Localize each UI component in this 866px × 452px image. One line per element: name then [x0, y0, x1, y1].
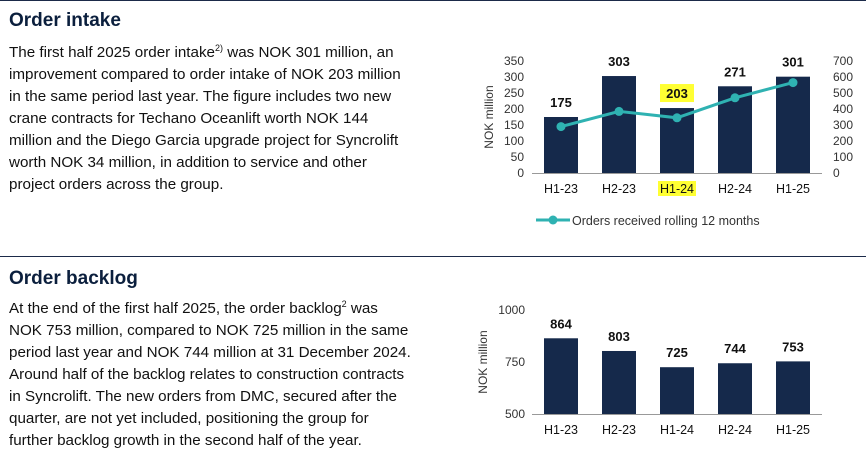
category-label: H2-24 [718, 182, 752, 196]
text-run: At the end of the first half 2025, the o… [9, 300, 342, 318]
y2-tick-label: 200 [833, 134, 853, 148]
legend-label: Orders received rolling 12 months [572, 214, 760, 228]
y-tick-label: 300 [504, 70, 524, 84]
text-run: worth NOK 34 million, in addition to ser… [9, 154, 367, 172]
text-run: in Syncrolift. The new orders from DMC, … [9, 388, 397, 406]
text-run: project orders across the group. [9, 176, 224, 194]
order-intake-paragraph-line: improvement compared to order intake of … [9, 64, 401, 86]
category-label: H1-25 [776, 423, 810, 437]
section-divider-rule [0, 256, 866, 257]
y-tick-label: 200 [504, 102, 524, 116]
category-label: H2-24 [718, 423, 752, 437]
line-point [788, 78, 798, 88]
text-run: was [346, 300, 378, 318]
footnote-marker: 2) [215, 43, 224, 53]
line-point [556, 122, 566, 132]
section-heading-order-intake: Order intake [9, 10, 121, 31]
text-run: period last year and NOK 744 million at … [9, 344, 411, 362]
y-tick-label: 0 [517, 166, 524, 180]
data-label: 725 [666, 345, 688, 360]
order-intake-paragraph-line: crane contracts for Techano Oceanlift wo… [9, 108, 401, 130]
text-run: in the same period last year. The figure… [9, 88, 392, 106]
order-backlog-paragraph: At the end of the first half 2025, the o… [9, 293, 411, 452]
text-run: million and the Diego Garcia upgrade pro… [9, 132, 399, 150]
text-run: was NOK 301 million, an [223, 44, 394, 62]
order-backlog-paragraph-line: Around half of the backlog relates to co… [9, 364, 411, 386]
text-run: The first half 2025 order intake [9, 44, 215, 62]
order-backlog-paragraph-line: in Syncrolift. The new orders from DMC, … [9, 386, 411, 408]
order-intake-paragraph: The first half 2025 order intake2) was N… [9, 37, 401, 196]
text-run: NOK 753 million, compared to NOK 725 mil… [9, 322, 409, 340]
text-run: further backlog growth in the second hal… [9, 432, 362, 450]
bar-h2-23 [602, 76, 636, 173]
order-intake-chart: NOK million 0 50 100 150 200 250 300 350 0 100 200 3… [482, 54, 853, 228]
data-label: 175 [550, 95, 572, 110]
line-point [730, 93, 740, 103]
data-label: 753 [782, 339, 804, 354]
y-tick-label: 350 [504, 54, 524, 68]
y-axis-title: NOK million [482, 85, 496, 148]
order-backlog-paragraph-line: NOK 753 million, compared to NOK 725 mil… [9, 320, 411, 342]
category-label: H1-25 [776, 182, 810, 196]
y-tick-label: 1000 [498, 303, 525, 317]
top-rule [0, 0, 866, 1]
bar-h2-24 [718, 363, 752, 414]
data-label: 864 [550, 316, 572, 331]
category-label-highlight [658, 181, 696, 196]
y2-tick-label: 500 [833, 86, 853, 100]
y2-tick-label: 400 [833, 102, 853, 116]
data-label: 303 [608, 54, 630, 69]
text-run: crane contracts for Techano Oceanlift wo… [9, 110, 369, 128]
y-tick-label: 50 [511, 150, 525, 164]
data-label-highlight [660, 84, 694, 103]
bar-h2-23 [602, 350, 636, 414]
order-backlog-paragraph-line: At the end of the first half 2025, the o… [9, 293, 411, 320]
text-run: Around half of the backlog relates to co… [9, 366, 405, 384]
y-tick-label: 750 [505, 355, 525, 369]
footnote-marker: 2 [341, 299, 347, 309]
order-intake-paragraph-line: The first half 2025 order intake2) was N… [9, 37, 401, 64]
y-tick-label: 150 [504, 118, 524, 132]
y2-tick-label: 0 [833, 166, 840, 180]
bar-h1-24 [660, 367, 694, 414]
y-tick-label: 500 [505, 407, 525, 421]
data-label: 301 [782, 55, 804, 70]
data-label: 744 [724, 341, 746, 356]
line-point [614, 106, 624, 116]
data-label: 271 [724, 64, 746, 79]
category-label: H1-24 [660, 182, 694, 196]
y2-tick-label: 100 [833, 150, 853, 164]
text-run: improvement compared to order intake of … [9, 66, 401, 84]
line-point [672, 113, 682, 123]
text-run: quarter, are not yet included, positioni… [9, 410, 369, 428]
y-tick-label: 100 [504, 134, 524, 148]
bar-h1-23 [544, 338, 578, 414]
order-backlog-paragraph-line: period last year and NOK 744 million at … [9, 342, 411, 364]
data-label: 803 [608, 329, 630, 344]
order-intake-paragraph-line: project orders across the group. [9, 174, 401, 196]
y-tick-label: 250 [504, 86, 524, 100]
category-label: H2-23 [602, 423, 636, 437]
category-label: H2-23 [602, 182, 636, 196]
order-backlog-paragraph-line: further backlog growth in the second hal… [9, 430, 411, 452]
order-backlog-paragraph-line: quarter, are not yet included, positioni… [9, 408, 411, 430]
bar-h1-25 [776, 76, 810, 173]
y2-tick-label: 600 [833, 70, 853, 84]
category-label: H1-23 [544, 423, 578, 437]
y2-tick-label: 700 [833, 54, 853, 68]
section-heading-order-backlog: Order backlog [9, 268, 138, 289]
order-intake-paragraph-line: worth NOK 34 million, in addition to ser… [9, 152, 401, 174]
order-intake-paragraph-line: in the same period last year. The figure… [9, 86, 401, 108]
legend-marker [548, 215, 558, 225]
category-label: H1-24 [660, 423, 694, 437]
bar-h1-25 [776, 361, 810, 414]
order-intake-paragraph-line: million and the Diego Garcia upgrade pro… [9, 130, 401, 152]
category-label: H1-23 [544, 182, 578, 196]
y2-tick-label: 300 [833, 118, 853, 132]
data-label: 203 [666, 86, 688, 101]
y-axis-title: NOK million [476, 330, 490, 393]
